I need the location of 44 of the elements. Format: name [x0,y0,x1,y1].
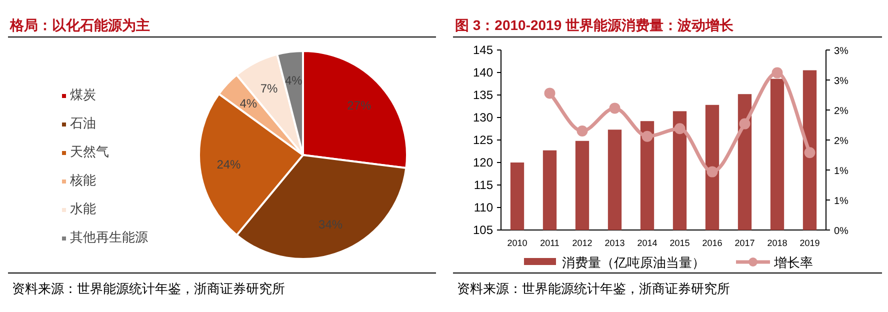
y2-tick-label: 0% [834,226,849,237]
y2-tick-label: 1% [834,166,849,177]
y-tick-label: 130 [472,110,494,124]
x-tick-label: 2010 [507,238,528,248]
legend-label: 天然气 [70,144,109,159]
text: 资料来源：世界能源统计年鉴，浙商证券研究所 [457,281,730,296]
legend-label: 消费量（亿吨原油当量） [562,255,705,270]
y2-tick-label: 2% [834,136,849,147]
y-tick-label: 145 [472,43,494,57]
x-tick-label: 2011 [540,238,560,248]
legend-label: 石油 [70,116,96,130]
data-label: 4% [284,74,303,88]
y2-tick-label: 2% [834,106,849,117]
y-tick-label: 110 [474,200,494,214]
x-tick-label: 2016 [702,238,722,248]
y-tick-label: 140 [472,66,494,80]
y-tick-label: 125 [472,133,494,147]
x-tick-label: 2013 [604,238,625,248]
x-tick-label: 2017 [734,238,755,248]
x-tick-label: 2018 [767,238,788,248]
legend-label: 核能 [69,172,96,188]
y2-tick-label: 3% [834,76,849,87]
text: 资料来源：世界能源统计年鉴，浙商证券研究所 [12,281,285,296]
y-tick-label: 135 [472,88,494,102]
y2-tick-label: 3% [834,46,849,57]
legend-label: 水能 [70,201,96,216]
data-label: 34% [318,218,343,232]
legend-label: 其他再生能源 [70,230,148,244]
data-label: 7% [260,81,278,96]
x-tick-label: 2019 [800,238,820,248]
chart-title: 图 3：2010-2019 世界能源消费量：波动增长 [455,17,735,33]
y2-tick-label: 1% [834,196,849,207]
y-tick-label: 120 [472,156,494,170]
legend-label: 增长率 [773,255,813,270]
data-label: 24% [216,157,242,172]
x-tick-label: 2012 [572,238,592,248]
data-label: 4% [240,96,258,111]
x-tick-label: 2014 [637,238,658,248]
legend-label: 煤炭 [70,87,96,102]
chart-title: 格局：以化石能源为主 [9,17,150,33]
data-label: 27% [347,98,372,112]
x-tick-label: 2015 [670,238,690,248]
y-tick-label: 105 [472,223,494,237]
y-tick-label: 115 [474,178,494,192]
